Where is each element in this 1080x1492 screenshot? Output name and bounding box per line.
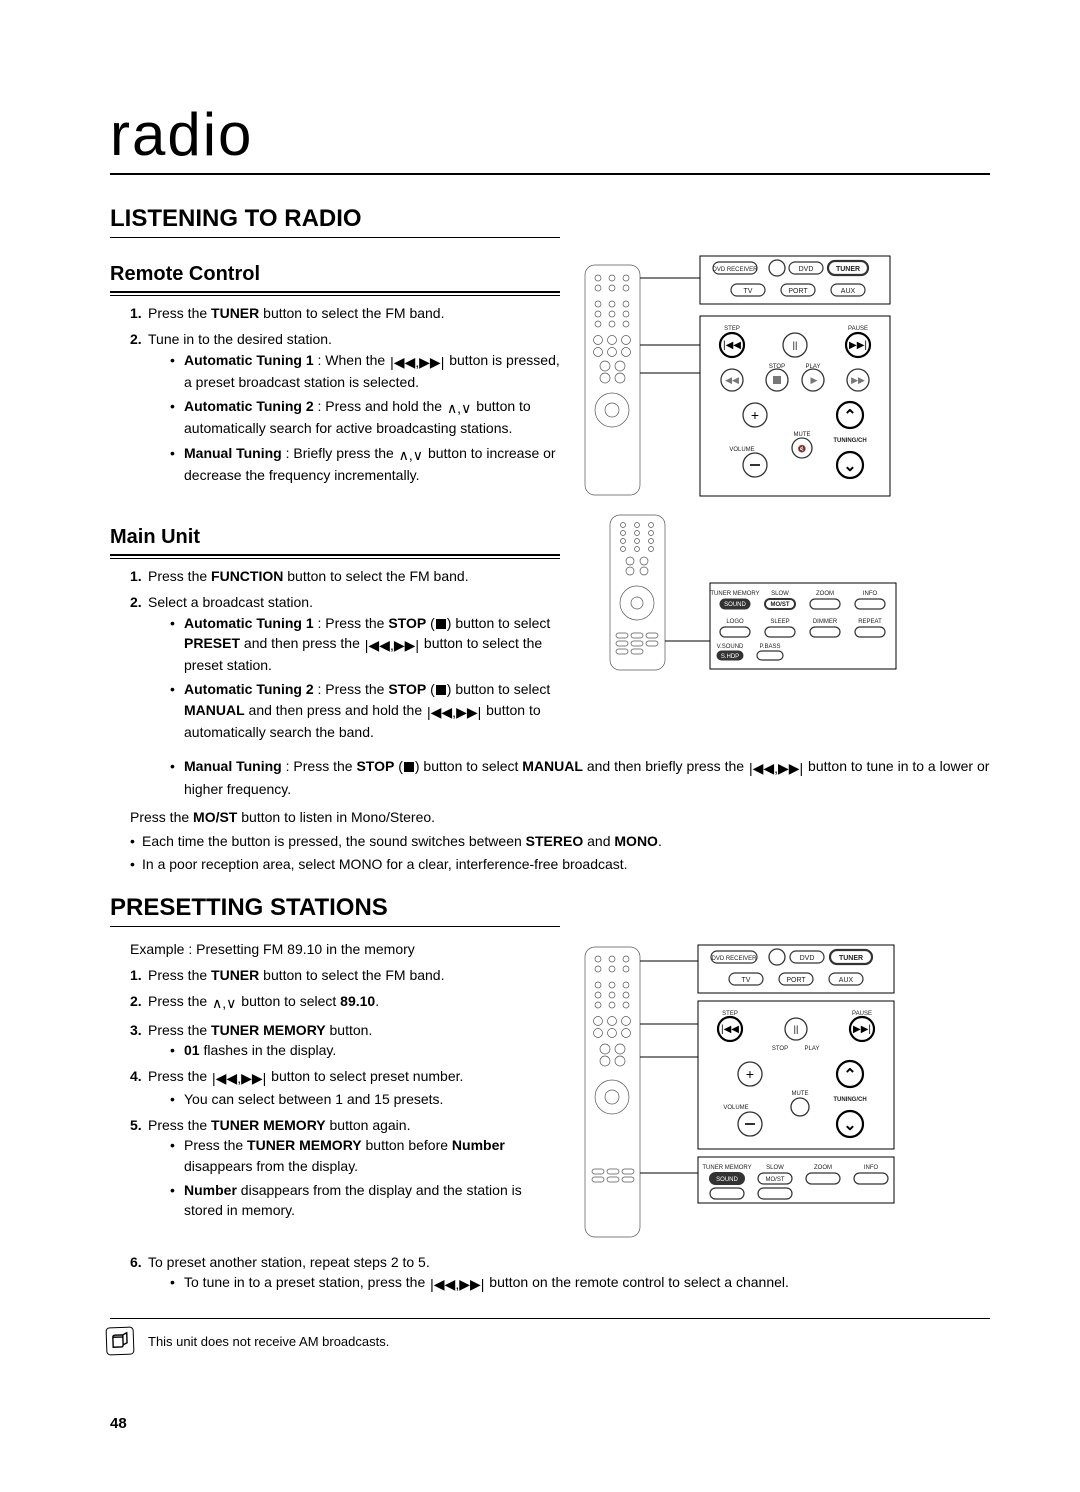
remote-diagram-2: TUNER MEMORY SLOW ZOOM INFO SOUND MO/ST … (580, 513, 900, 673)
svg-text:◀◀: ◀◀ (725, 375, 739, 385)
svg-text:VOLUME: VOLUME (729, 447, 754, 453)
prev-next-icon: |◀◀,▶▶| (429, 1274, 485, 1294)
step-1: 1. Press the TUNER button to select the … (130, 303, 560, 323)
ps-step-3: 3. Press the TUNER MEMORY button. 01 fla… (130, 1020, 560, 1061)
subsection-remote-heading: Remote Control (110, 260, 560, 293)
svg-text:|◀◀: |◀◀ (721, 1024, 739, 1035)
mono-stereo-line: Press the MO/ST button to listen in Mono… (130, 807, 990, 827)
svg-text:⌄: ⌄ (843, 458, 856, 475)
svg-text:LOGO: LOGO (726, 619, 744, 625)
mono-bullet-2: In a poor reception area, select MONO fo… (130, 854, 990, 874)
svg-text:S.HDP: S.HDP (721, 654, 739, 660)
auto-tuning-2: Automatic Tuning 2 : Press and hold the … (170, 396, 560, 439)
manual-tuning: Manual Tuning : Briefly press the ∧,∨ bu… (170, 443, 560, 486)
svg-text:MO/ST: MO/ST (766, 1177, 785, 1183)
svg-text:P.BASS: P.BASS (760, 644, 781, 650)
up-down-icon: ∧,∨ (398, 445, 424, 465)
ps-step-5: 5. Press the TUNER MEMORY button again. … (130, 1115, 560, 1220)
ps-step-2: 2. Press the ∧,∨ button to select 89.10. (130, 991, 560, 1013)
svg-text:MUTE: MUTE (792, 1091, 809, 1097)
svg-text:+: + (751, 407, 759, 423)
svg-text:ZOOM: ZOOM (814, 1165, 832, 1171)
svg-text:PORT: PORT (786, 977, 806, 984)
svg-text:TUNER MEMORY: TUNER MEMORY (710, 591, 759, 597)
svg-text:PORT: PORT (788, 288, 808, 295)
auto-tuning-1: Automatic Tuning 1 : When the |◀◀,▶▶| bu… (170, 350, 560, 393)
svg-text:SOUND: SOUND (716, 1177, 738, 1183)
svg-text:STOP: STOP (772, 1046, 788, 1052)
step-2: 2. Tune in to the desired station. Autom… (130, 329, 560, 485)
svg-text:DIMMER: DIMMER (813, 619, 838, 625)
page-title: radio (110, 100, 990, 175)
note-icon (106, 1327, 135, 1356)
page-number: 48 (110, 1415, 127, 1432)
svg-text:|◀◀: |◀◀ (723, 340, 741, 351)
svg-text:DVD RECEIVER: DVD RECEIVER (712, 267, 758, 273)
svg-text:SLOW: SLOW (766, 1165, 784, 1171)
section-presetting-heading: PRESETTING STATIONS (110, 894, 560, 927)
svg-text:+: + (746, 1066, 754, 1082)
mono-bullet-1: Each time the button is pressed, the sou… (130, 831, 990, 851)
svg-text:▶: ▶ (811, 375, 818, 385)
prev-next-icon: |◀◀,▶▶| (211, 1068, 267, 1088)
svg-text:MO/ST: MO/ST (771, 602, 790, 608)
svg-text:SLOW: SLOW (771, 591, 789, 597)
svg-text:TUNING/CH: TUNING/CH (833, 438, 866, 444)
svg-text:DVD RECEIVER: DVD RECEIVER (711, 956, 757, 962)
svg-text:DVD: DVD (799, 266, 814, 273)
svg-text:▶▶|: ▶▶| (849, 340, 867, 351)
note-text: This unit does not receive AM broadcasts… (148, 1334, 389, 1349)
svg-text:AUX: AUX (841, 288, 856, 295)
prev-next-icon: |◀◀,▶▶| (748, 758, 804, 778)
svg-text:MUTE: MUTE (794, 432, 811, 438)
svg-text:INFO: INFO (863, 591, 878, 597)
ps-step-4: 4. Press the |◀◀,▶▶| button to select pr… (130, 1066, 560, 1109)
svg-text:STEP: STEP (724, 326, 740, 332)
note-row: This unit does not receive AM broadcasts… (110, 1318, 990, 1355)
up-down-icon: ∧,∨ (211, 993, 237, 1013)
preset-example: Example : Presetting FM 89.10 in the mem… (110, 939, 560, 959)
prev-next-icon: |◀◀,▶▶| (389, 352, 445, 372)
svg-text:PAUSE: PAUSE (848, 326, 868, 332)
subsection-main-unit-heading: Main Unit (110, 523, 560, 556)
svg-text:⌃: ⌃ (843, 408, 856, 425)
svg-text:▶▶: ▶▶ (851, 375, 865, 385)
svg-text:VOLUME: VOLUME (723, 1105, 748, 1111)
svg-text:PLAY: PLAY (805, 1046, 820, 1052)
svg-text:TUNER MEMORY: TUNER MEMORY (702, 1165, 751, 1171)
prev-next-icon: |◀◀,▶▶| (364, 635, 420, 655)
svg-text:ZOOM: ZOOM (816, 591, 834, 597)
mu-auto-2: Automatic Tuning 2 : Press the STOP () b… (170, 679, 560, 742)
svg-text:🔇: 🔇 (798, 444, 807, 453)
svg-text:INFO: INFO (864, 1165, 879, 1171)
ps-step-6: 6. To preset another station, repeat ste… (130, 1252, 990, 1295)
ps-step-1: 1. Press the TUNER button to select the … (130, 965, 560, 985)
svg-text:AUX: AUX (839, 977, 854, 984)
svg-text:⌃: ⌃ (843, 1067, 856, 1084)
svg-text:DVD: DVD (800, 955, 815, 962)
remote-diagram-1: DVD RECEIVER DVD TUNER TV PORT AUX STEP … (580, 250, 900, 500)
up-down-icon: ∧,∨ (446, 398, 472, 418)
svg-text:TV: TV (742, 977, 751, 984)
prev-next-icon: |◀◀,▶▶| (426, 702, 482, 722)
svg-text:||: || (794, 1024, 799, 1034)
svg-text:⌄: ⌄ (843, 1117, 856, 1134)
svg-text:TUNING/CH: TUNING/CH (833, 1097, 866, 1103)
svg-text:▶▶|: ▶▶| (853, 1024, 871, 1035)
svg-text:SOUND: SOUND (724, 602, 746, 608)
svg-text:SLEEP: SLEEP (770, 619, 789, 625)
mu-auto-1: Automatic Tuning 1 : Press the STOP () b… (170, 613, 560, 676)
svg-text:TV: TV (744, 288, 753, 295)
svg-text:TUNER: TUNER (836, 266, 860, 273)
mu-step-2: 2. Select a broadcast station. Automatic… (130, 592, 560, 742)
mu-manual: Manual Tuning : Press the STOP () button… (170, 756, 990, 799)
section-listening-heading: LISTENING TO RADIO (110, 205, 560, 238)
svg-text:V.SOUND: V.SOUND (717, 644, 744, 650)
svg-text:||: || (793, 340, 798, 350)
remote-diagram-3: DVD RECEIVER DVD TUNER TV PORT AUX STEP … (580, 939, 900, 1239)
svg-text:REPEAT: REPEAT (858, 619, 882, 625)
svg-text:TUNER: TUNER (839, 955, 863, 962)
mu-step-1: 1. Press the FUNCTION button to select t… (130, 566, 560, 586)
